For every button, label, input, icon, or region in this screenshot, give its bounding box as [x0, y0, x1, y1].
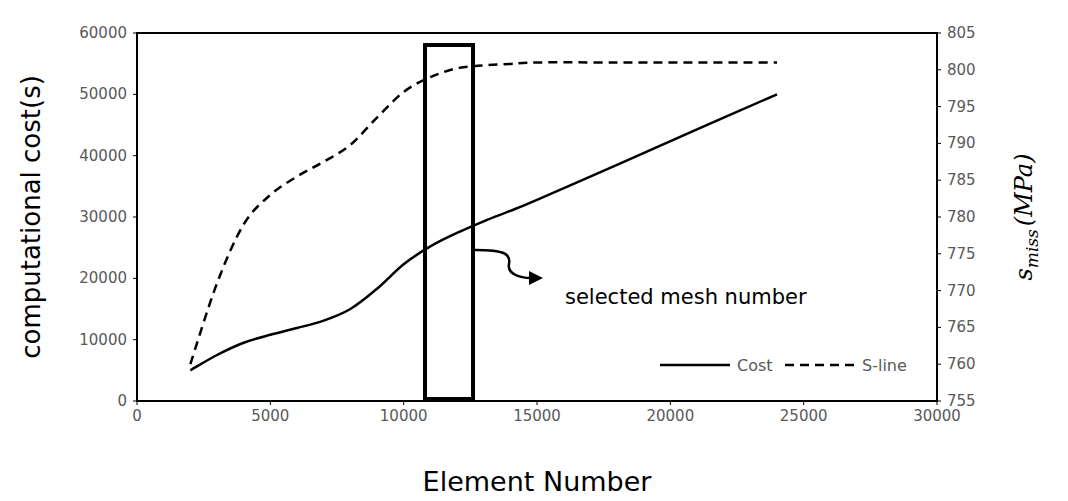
legend-label: S-line	[862, 356, 907, 375]
legend-swatch	[660, 364, 730, 367]
x-tick	[803, 401, 804, 405]
y2-tick-label: 780	[947, 208, 976, 226]
y2-title-unit: (MPa)	[1010, 153, 1038, 226]
y2-tick	[937, 401, 941, 402]
x-tick	[137, 401, 138, 405]
y-tick	[133, 401, 137, 402]
annotation-text: selected mesh number	[565, 285, 807, 309]
y2-tick	[937, 290, 941, 291]
series-line	[190, 62, 777, 364]
y2-title-base: s	[1010, 268, 1038, 280]
x-tick	[403, 401, 404, 405]
legend-swatch	[785, 364, 855, 367]
y2-tick	[937, 33, 941, 34]
plot-frame	[137, 33, 937, 401]
legend-label: Cost	[737, 356, 773, 375]
y2-tick-label: 790	[947, 134, 976, 152]
x-tick	[670, 401, 671, 405]
x-tick-label: 0	[132, 407, 142, 425]
chart: 0 5000 10000 15000 20000 25000 30000 0 10000 2000…	[0, 0, 1068, 501]
selection-box	[425, 45, 473, 399]
y2-tick	[937, 180, 941, 181]
y2-tick	[937, 217, 941, 218]
x-tick-label: 25000	[780, 407, 828, 425]
y-tick	[133, 33, 137, 34]
y-tick-label: 20000	[79, 269, 127, 287]
y-tick-label: 30000	[79, 208, 127, 226]
y2-title-sub: miss	[1022, 229, 1042, 268]
y2-tick-label: 795	[947, 98, 976, 116]
x-tick-label: 20000	[646, 407, 694, 425]
y2-tick-label: 805	[947, 24, 976, 42]
y2-tick-label: 785	[947, 171, 976, 189]
y2-tick-label: 775	[947, 245, 976, 263]
y2-tick-label: 765	[947, 318, 976, 336]
x-tick-label: 5000	[251, 407, 289, 425]
y-tick-label: 50000	[79, 85, 127, 103]
x-axis-title: Element Number	[423, 466, 653, 497]
y-tick	[133, 278, 137, 279]
x-tick	[937, 401, 938, 405]
y2-tick	[937, 327, 941, 328]
y2-tick-label: 760	[947, 355, 976, 373]
y-axis-title: computational cost(s)	[16, 75, 46, 359]
y2-tick-label: 800	[947, 61, 976, 79]
y2-tick	[937, 69, 941, 70]
x-tick	[537, 401, 538, 405]
y2-tick	[937, 364, 941, 365]
y-tick	[133, 94, 137, 95]
x-tick	[270, 401, 271, 405]
y-tick	[133, 155, 137, 156]
y-tick-label: 0	[117, 392, 127, 410]
series-group	[190, 62, 777, 370]
y-tick	[133, 339, 137, 340]
y2-tick	[937, 253, 941, 254]
annotation-arrowhead	[529, 271, 543, 285]
annotation-arrow	[475, 250, 531, 278]
x-tick-label: 15000	[513, 407, 561, 425]
series-line	[190, 94, 777, 370]
y2-tick	[937, 106, 941, 107]
y-tick-label: 10000	[79, 331, 127, 349]
y2-axis-title: smiss (MPa)	[1010, 153, 1042, 280]
y-tick	[133, 217, 137, 218]
x-tick-label: 10000	[380, 407, 428, 425]
y-tick-label: 60000	[79, 24, 127, 42]
y-tick-label: 40000	[79, 147, 127, 165]
y2-tick-label: 770	[947, 282, 976, 300]
y2-tick-label: 755	[947, 392, 976, 410]
y2-tick	[937, 143, 941, 144]
